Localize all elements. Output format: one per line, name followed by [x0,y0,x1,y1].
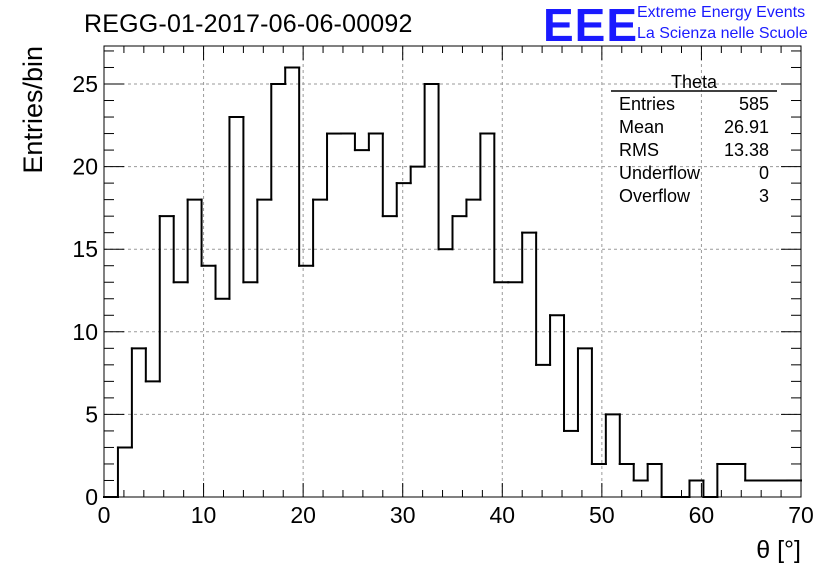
histogram-bin [590,347,607,465]
histogram-bin [493,132,510,284]
y-tick-label: 15 [72,236,98,262]
histogram-bin [298,66,315,267]
histogram-bin [744,462,761,482]
histogram-bin [256,198,273,284]
histogram-bin [660,462,677,498]
stats-value-entries: 585 [739,94,769,114]
histogram-bin [172,215,189,284]
histogram-bin [535,231,552,366]
histogram-bars [103,66,802,498]
histogram-bin [632,462,649,482]
histogram-bin [186,198,203,284]
y-tick-label: 25 [72,71,98,97]
stats-label-mean: Mean [619,117,664,137]
histogram-bin [144,347,161,383]
y-tick-label: 10 [72,319,98,345]
histogram-bin [688,479,705,498]
y-tick-label: 20 [72,154,98,180]
eee-logo: EEE [543,0,639,51]
histogram-bin [549,314,566,366]
stats-label-rms: RMS [619,140,659,160]
stats-label-entries: Entries [619,94,675,114]
histogram-bin [646,462,663,482]
x-tick-label: 30 [390,502,416,528]
stats-label-underflow: Underflow [619,163,701,183]
y-tick-label: 0 [85,484,98,510]
histogram-bin [521,231,538,284]
stats-value-underflow: 0 [759,163,769,183]
x-tick-label: 50 [589,502,615,528]
logo-line-1: Extreme Energy Events [637,4,806,21]
x-tick-label: 60 [689,502,715,528]
x-tick-label: 70 [788,502,814,528]
histogram-bin [214,264,231,300]
x-tick-label: 20 [290,502,316,528]
histogram-bin [576,347,593,432]
x-tick-label: 40 [489,502,515,528]
histogram-bin [158,215,175,383]
histogram-bin [604,413,621,465]
histogram-bin [284,66,301,85]
stats-value-mean: 26.91 [724,117,769,137]
stats-label-overflow: Overflow [619,186,691,206]
histogram-bin [451,215,468,251]
histogram-bin [465,198,482,218]
y-axis-label: Entries/bin [18,46,48,174]
x-tick-label: 0 [98,502,111,528]
histogram-bin [702,479,719,498]
histogram-bin [270,82,287,201]
plot-frame [103,45,802,498]
histogram-bin [326,132,342,201]
histogram-bin [228,116,245,300]
histogram-bin [395,182,412,218]
histogram-bin [367,132,384,152]
histogram-bin [479,132,496,201]
histogram-bin [716,462,733,498]
histogram-bin [242,116,259,284]
stats-name: Theta [671,72,718,92]
histogram-bin [423,82,440,168]
histogram-bin [618,413,635,465]
histogram-bin [130,347,147,449]
histogram-bin [437,82,454,251]
histogram-bin [381,132,398,218]
run-title: REGG-01-2017-06-06-00092 [84,10,413,38]
histogram-bin [312,198,329,267]
stats-value-overflow: 3 [759,186,769,206]
histogram-bin [563,314,579,432]
grid [104,46,801,497]
x-axis-label: θ [°] [756,536,801,564]
x-tick-label: 10 [191,502,217,528]
stats-value-rms: 13.38 [724,140,769,160]
histogram-bin [409,165,426,185]
y-tick-label: 5 [85,401,98,427]
histogram-bin [353,132,370,152]
histogram-bin [200,198,217,267]
logo-line-2: La Scienza nelle Scuole [637,25,808,42]
histogram-bin [116,446,133,498]
